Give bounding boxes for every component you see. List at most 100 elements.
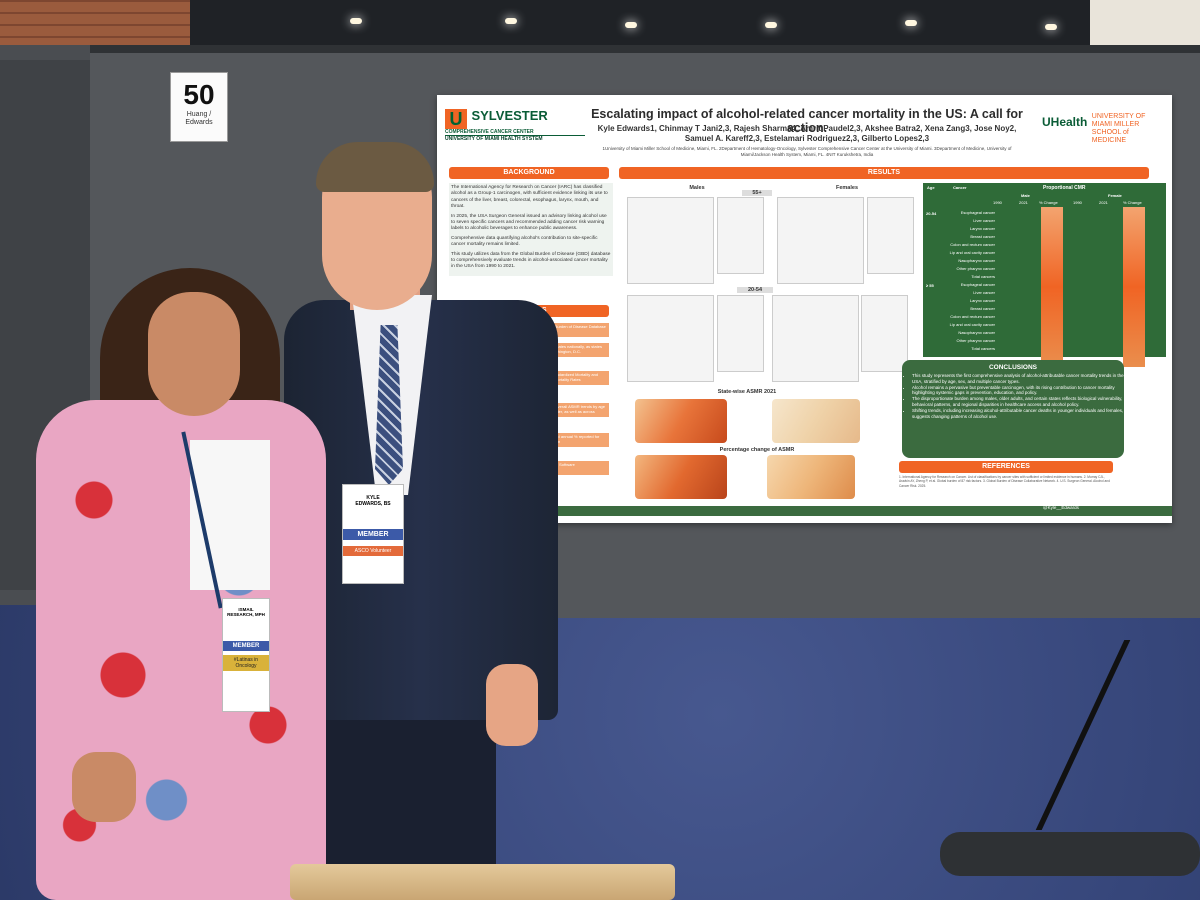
badge-member: MEMBER <box>223 641 269 651</box>
woman-top <box>190 440 270 590</box>
table-row-label: Colon and rectum cancer <box>950 242 995 247</box>
table-row-label: Other pharynx cancer <box>956 266 995 271</box>
table-row-label: Larynx cancer <box>969 298 995 303</box>
trend-plot <box>627 197 714 284</box>
man-tie <box>375 325 403 485</box>
background-heading: BACKGROUND <box>449 167 609 179</box>
booth-number: 50 <box>183 79 215 110</box>
table-row-label: Larynx cancer <box>969 226 995 231</box>
age-55-label: 55+ <box>742 190 772 196</box>
poster-title: Escalating impact of alcohol-related can… <box>591 107 1023 135</box>
badge-member: MEMBER <box>343 529 403 540</box>
map-title-asmr: State-wise ASMR 2021 <box>717 389 777 395</box>
background-bullet: In 2025, the USA Surgeon General issued … <box>451 213 607 232</box>
table-header-cmr: Proportional CMR <box>1043 185 1086 191</box>
booth-names: Huang / Edwards <box>185 111 213 126</box>
trend-legend <box>717 295 764 372</box>
us-map-female <box>772 399 860 443</box>
table-row-label: Lip and oral cavity cancer <box>949 322 995 327</box>
table-change-column <box>1123 207 1145 367</box>
sylvester-name: SYLVESTER <box>471 108 548 123</box>
table-change-column <box>1041 207 1063 367</box>
table-row-label: Esophageal cancer <box>960 210 995 215</box>
man-hair <box>316 142 434 192</box>
trend-legend <box>717 197 764 274</box>
badge-ribbon: #Latinas in Oncology <box>223 655 269 671</box>
conclusion-bullet: The disproportionate burden among males,… <box>912 396 1124 408</box>
trend-plot <box>627 295 714 382</box>
woman-hand <box>72 752 136 822</box>
males-label: Males <box>689 185 705 191</box>
references-text: 1. International Agency for Research on … <box>899 475 1110 488</box>
table-row-label: Lip and oral cavity cancer <box>949 250 995 255</box>
table-row-label: Nasopharynx cancer <box>958 258 995 263</box>
methods-item: Global Burden of Disease Database <box>541 323 609 337</box>
badge-ribbon: ASCO Volunteer <box>343 546 403 556</box>
ceiling-light <box>1045 24 1057 30</box>
proportional-cmr-table: Age Cancer Proportional CMR Male Female … <box>923 183 1166 367</box>
poster-footer-bar <box>497 506 1172 516</box>
twitter-handle: @Kyle__Edwards <box>1043 505 1079 510</box>
map-title-change: Percentage change of ASMR <box>719 447 795 453</box>
us-map-male <box>635 399 727 443</box>
table-age-group: 20-54 <box>926 211 937 216</box>
conclusion-bullet: Alcohol remains a pervasive but preventa… <box>912 385 1124 397</box>
table-row-label: Breast cancer <box>970 306 995 311</box>
trend-plot <box>777 197 864 284</box>
table-row-label: Liver cancer <box>973 290 995 295</box>
methods-item: Joinpoint Software <box>541 461 609 475</box>
ceiling-light <box>905 20 917 26</box>
conclusions-heading: CONCLUSIONS <box>988 364 1038 371</box>
methods-item: Trends overall ASMR trends by age and ge… <box>541 403 609 417</box>
table-header-male: Male <box>1021 193 1030 198</box>
u-logo-mark: U <box>445 109 467 129</box>
trend-legend <box>867 197 914 274</box>
poster-bag <box>940 832 1200 876</box>
age-20-label: 20-54 <box>737 287 773 293</box>
sylvester-sub2: UNIVERSITY OF MIAMI HEALTH SYSTEM <box>445 135 585 142</box>
table-age-group: ≥ 55 <box>926 283 934 288</box>
table-row-label: Other pharynx cancer <box>956 338 995 343</box>
table-row-label: Colon and rectum cancer <box>950 314 995 319</box>
man-name-badge: KYLE EDWARDS, BS MEMBER ASCO Volunteer <box>342 484 404 584</box>
table-year: 2021 <box>1099 200 1108 205</box>
badge-name: ISMAIL RESEARCH, MPH <box>227 607 265 617</box>
results-heading: RESULTS <box>619 167 1149 179</box>
woman-face <box>148 292 240 416</box>
background-text: The International Agency for Research on… <box>449 183 613 276</box>
research-poster: U SYLVESTER COMPREHENSIVE CANCER CENTER … <box>437 95 1172 523</box>
conclusion-bullet: Shifting trends, including increasing al… <box>912 408 1124 420</box>
us-map-male-change <box>635 455 727 499</box>
table-rows-old: Esophageal cancer Liver cancer Larynx canc… <box>947 281 995 353</box>
poster-affiliations: 1University of Miami Miller School of Me… <box>602 146 1012 157</box>
sylvester-logo: U SYLVESTER COMPREHENSIVE CANCER CENTER … <box>445 109 585 142</box>
ceiling-light <box>625 22 637 28</box>
table-rows-young: Esophageal cancer Liver cancer Larynx canc… <box>947 209 995 281</box>
references-heading: REFERENCES <box>899 461 1113 473</box>
poster-tube <box>290 864 675 900</box>
badge-name: KYLE EDWARDS, BS <box>355 495 391 507</box>
background-bullet: The International Agency for Research on… <box>451 185 608 210</box>
conclusions-box: CONCLUSIONS This study represents the fi… <box>902 360 1124 458</box>
trend-plot <box>772 295 859 382</box>
woman-floral-suit <box>36 400 326 900</box>
trend-legend <box>861 295 908 372</box>
table-row-label: Total cancers <box>971 346 995 351</box>
background-bullet: This study utilizes data from the Global… <box>451 251 611 270</box>
females-label: Females <box>835 185 858 191</box>
sylvester-sub: COMPREHENSIVE CANCER CENTER <box>445 129 534 135</box>
uhealth-logo: UHealth UNIVERSITY OF MIAMI MILLER SCHOO… <box>1042 113 1167 145</box>
woman-name-badge: ISMAIL RESEARCH, MPH MEMBER #Latinas in … <box>222 598 270 712</box>
table-row-label: Total cancers <box>971 274 995 279</box>
table-row-label: Breast cancer <box>970 234 995 239</box>
table-change: % Change <box>1123 200 1142 205</box>
conclusion-bullet: This study represents the first comprehe… <box>912 373 1124 385</box>
poster-authors: Kyle Edwards1, Chinmay T Jani2,3, Rajesh… <box>597 124 1017 143</box>
table-year: 2021 <box>1019 200 1028 205</box>
table-change: % Change <box>1039 200 1058 205</box>
man-hand <box>486 664 538 746</box>
ceiling-light <box>505 18 517 24</box>
miller-school-name: UNIVERSITY OF MIAMI MILLER SCHOOL of MED… <box>1091 113 1146 144</box>
us-map-female-change <box>767 455 855 499</box>
ceiling-light <box>765 22 777 28</box>
